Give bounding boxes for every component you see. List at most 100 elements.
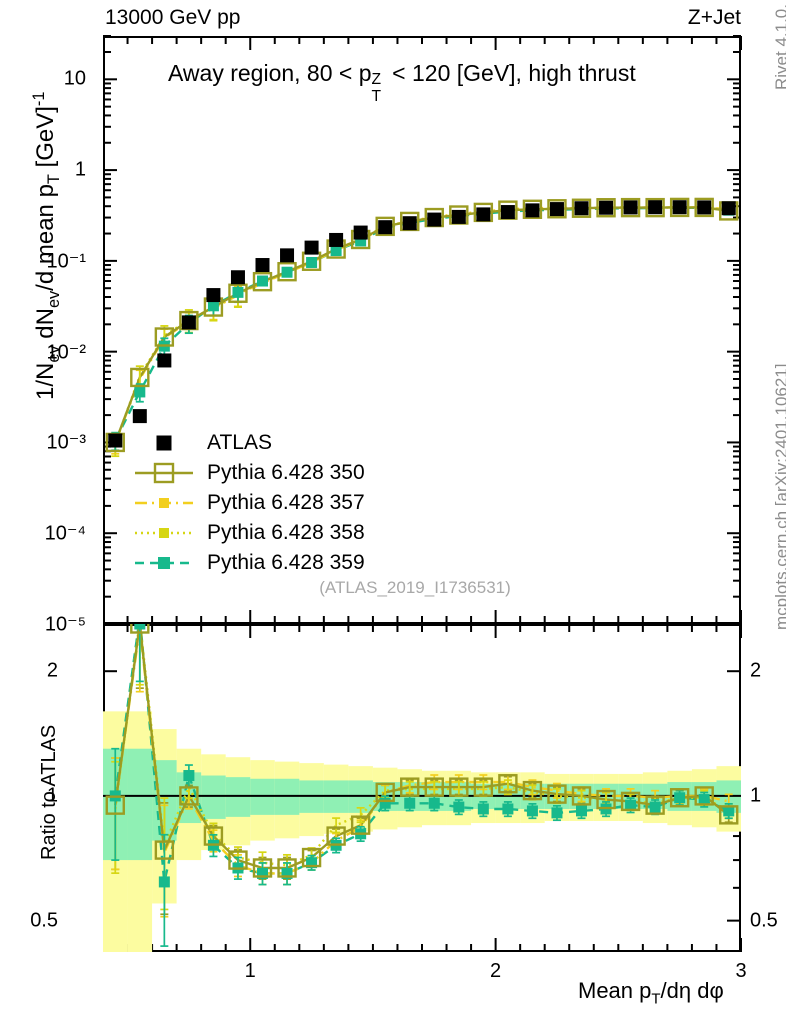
main-marker-350 [277, 261, 297, 282]
ratio-marker-350 [449, 777, 469, 797]
main-marker-350 [571, 198, 592, 218]
side-label-rivet: Rivet 4.1.0, ≥ 2.5M events [772, 0, 786, 90]
legend-label: Pythia 6.428 359 [207, 551, 365, 574]
main-marker-atlas [549, 202, 564, 217]
ratio-marker-350 [473, 777, 494, 797]
ratio-band-inner [225, 777, 251, 817]
ratio-marker-359 [428, 797, 440, 809]
ratio-marker-350 [645, 795, 665, 815]
legend-sample-dashdot [135, 490, 193, 516]
main-marker-350 [522, 199, 543, 219]
ratio-marker-350 [326, 826, 346, 846]
legend-entry[interactable]: Pythia 6.428 358 [135, 518, 365, 548]
title-post: < 120 [GeV], high thrust [385, 60, 636, 86]
ratio-marker-359 [625, 799, 637, 811]
ratio-marker-359 [183, 770, 195, 782]
ratio-marker-350 [424, 777, 444, 797]
ratio-marker-350 [277, 858, 297, 878]
ratio-marker-359 [649, 801, 661, 813]
ratio-marker-350 [571, 786, 592, 806]
ratio-marker-350 [228, 850, 248, 870]
legend-sample-solid [135, 460, 193, 486]
ratio-marker-359 [453, 801, 465, 813]
ratio-marker-359 [551, 807, 563, 819]
ratio-marker-359 [134, 624, 146, 630]
ratio-marker-359 [404, 797, 416, 809]
main-marker-359 [134, 386, 146, 398]
main-marker-350 [547, 199, 567, 219]
main-marker-350 [228, 283, 248, 303]
ratio-band-inner [127, 748, 153, 861]
ratio-y-tick-label: 2 [46, 659, 58, 682]
ratio-marker-350 [375, 782, 395, 803]
ratio-marker-350 [203, 826, 224, 846]
legend-entry[interactable]: Pythia 6.428 359 [135, 548, 365, 578]
ratio-marker-359 [576, 805, 587, 817]
ratio-curve [114, 627, 729, 875]
main-marker-atlas [427, 212, 442, 227]
main-marker-350 [694, 197, 714, 218]
main-marker-359 [232, 286, 244, 298]
main-marker-atlas [721, 201, 736, 216]
main-marker-350 [252, 271, 273, 292]
main-marker-atlas [525, 203, 540, 218]
legend-entry[interactable]: Pythia 6.428 357 [135, 488, 365, 518]
legend-entry[interactable]: ATLAS [135, 428, 365, 458]
x-axis-label: Mean pT/dη dφ [578, 978, 724, 1008]
ratio-marker-359 [698, 794, 710, 806]
x-tick-label: 3 [735, 960, 747, 982]
main-marker-359 [330, 245, 342, 257]
main-marker-atlas [697, 200, 712, 215]
main-marker-atlas [157, 353, 172, 368]
main-marker-atlas [648, 200, 663, 215]
main-marker-atlas [378, 220, 393, 235]
ratio-marker-359 [526, 805, 538, 817]
main-curve [114, 206, 729, 443]
legend-sample-dashed [135, 550, 193, 576]
main-marker-atlas [108, 433, 123, 448]
main-marker-atlas [280, 248, 295, 263]
ratio-y-tick-label: 1 [46, 784, 58, 807]
ratio-marker-359 [158, 876, 170, 888]
main-marker-350 [130, 367, 150, 388]
ratio-marker-350 [350, 815, 371, 835]
main-marker-atlas [500, 205, 515, 220]
legend-label: Pythia 6.428 350 [207, 461, 365, 484]
title-pre: Away region, 80 < p [168, 60, 372, 86]
ratio-band-inner [201, 775, 226, 819]
main-marker-atlas [230, 270, 245, 285]
main-marker-atlas [623, 200, 638, 215]
ratio-marker-359 [502, 803, 514, 815]
main-marker-atlas [451, 209, 466, 224]
main-curve [114, 206, 729, 442]
main-marker-359 [257, 275, 268, 287]
main-y-tick-labels: 10 1 10⁻¹ 10⁻² 10⁻³ 10⁻⁴ 10⁻⁵ [0, 0, 96, 1024]
legend-label: Pythia 6.428 358 [207, 521, 365, 544]
main-marker-350 [154, 327, 175, 347]
main-y-tick-label: 10⁻⁵ [44, 613, 86, 636]
ratio-marker-359 [257, 867, 268, 879]
ratio-marker-359 [477, 803, 489, 815]
main-marker-359 [306, 256, 318, 268]
legend-sample-dotted [135, 520, 193, 546]
main-marker-atlas [672, 200, 687, 215]
ratio-marker-350 [301, 847, 322, 868]
ratio-marker-359 [674, 792, 686, 804]
ratio-marker-350 [252, 858, 273, 878]
main-y-tick-label: 10 [63, 67, 86, 90]
main-marker-350 [669, 197, 690, 218]
main-marker-350 [620, 197, 641, 218]
ratio-marker-350 [522, 780, 543, 801]
ratio-marker-350 [669, 788, 690, 808]
legend-label: Pythia 6.428 357 [207, 491, 365, 514]
header-process: Z+Jet [687, 6, 741, 29]
ratio-marker-359 [306, 857, 318, 869]
ratio-marker-350 [130, 624, 150, 634]
main-marker-atlas [599, 200, 614, 215]
main-marker-359 [207, 300, 219, 312]
legend: ATLAS Pythia 6.428 350 Pythia 6.428 357 Pyt… [135, 428, 365, 578]
ratio-marker-350 [400, 777, 420, 797]
legend-entry[interactable]: Pythia 6.428 350 [135, 458, 365, 488]
